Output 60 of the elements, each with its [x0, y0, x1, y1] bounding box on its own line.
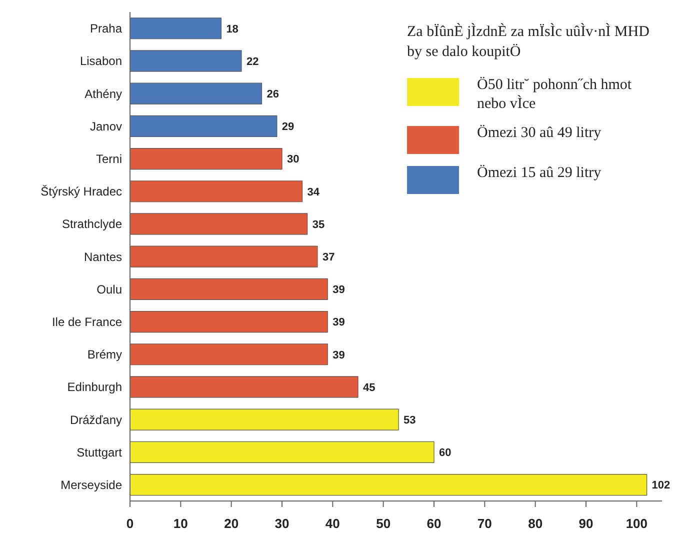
legend-title: Za bÏûnÈ jÌzdnÈ za mÏsÌc uûÌv·nÌ MHD by se dalo koupitÖ [407, 22, 650, 62]
y-tick-label: Edinburgh [67, 380, 122, 394]
x-tick-label: 90 [578, 516, 594, 532]
data-label: 60 [439, 447, 452, 460]
legend-label: Ö50 litr˘ pohonn˝ch hmot nebo vÌce [477, 76, 633, 114]
data-label: 39 [332, 349, 345, 362]
data-label: 45 [363, 382, 376, 394]
data-label: 53 [404, 414, 416, 426]
y-tick-label: Terni [96, 152, 122, 166]
y-tick-label: Ile de France [52, 314, 122, 329]
x-tick-label: 30 [274, 516, 290, 532]
y-tick-label: Praha [90, 22, 122, 36]
y-tick-label: Stuttgart [76, 445, 123, 460]
bar [130, 474, 648, 496]
bar [130, 441, 434, 463]
data-label: 39 [332, 284, 345, 296]
y-tick-label: Nantes [84, 250, 122, 264]
bar [130, 82, 262, 104]
data-label: 37 [322, 251, 335, 264]
x-tick-label: 100 [626, 516, 648, 532]
x-tick-label: 70 [477, 516, 492, 532]
legend-label: Ömezi 15 aû 29 litry [477, 164, 602, 183]
x-tick-label: 20 [224, 516, 239, 532]
x-tick-label: 50 [376, 516, 391, 532]
x-tick-label: 60 [426, 516, 442, 532]
y-tick-label: Brémy [87, 348, 122, 362]
bar [130, 148, 282, 170]
y-tick-label: Janov [90, 119, 122, 134]
bar [130, 344, 328, 366]
y-tick-label: Merseyside [60, 478, 122, 492]
data-label: 26 [266, 88, 279, 100]
y-tick-label: Oulu [96, 282, 122, 296]
bar [130, 180, 303, 202]
data-label: 102 [652, 480, 670, 492]
data-label: 35 [312, 218, 325, 231]
data-label: 29 [282, 121, 294, 134]
bar [130, 115, 278, 137]
y-tick-label: Strathclyde [62, 217, 122, 232]
y-tick-label: Štýrský Hradec [40, 184, 122, 199]
bar [130, 18, 222, 40]
bar [130, 310, 328, 333]
y-tick-label: Drážďany [70, 412, 122, 427]
data-label: 22 [246, 56, 259, 68]
x-tick-label: 0 [126, 516, 134, 532]
bar [130, 376, 358, 398]
y-tick-label: Lisabon [80, 54, 122, 68]
bar [130, 213, 308, 235]
y-tick-label: Athény [84, 86, 122, 101]
legend-label: Ömezi 30 aû 49 litry [477, 124, 602, 143]
bar [130, 278, 328, 300]
x-tick-label: 80 [528, 516, 543, 532]
bar [130, 50, 242, 72]
data-label: 39 [332, 316, 345, 329]
x-tick-label: 10 [173, 516, 188, 532]
data-label: 18 [226, 23, 238, 36]
bar [130, 246, 318, 268]
data-label: 34 [307, 186, 320, 198]
bar [130, 408, 399, 430]
data-label: 30 [287, 154, 300, 166]
x-tick-label: 40 [325, 516, 340, 532]
